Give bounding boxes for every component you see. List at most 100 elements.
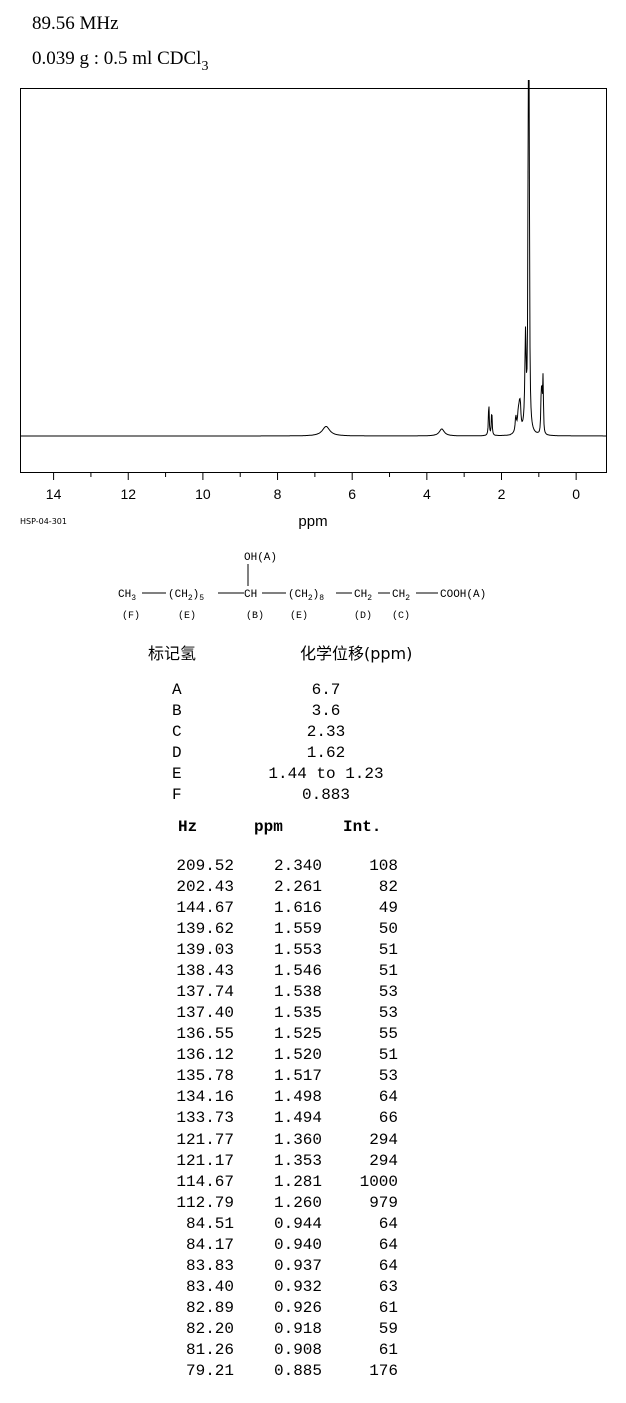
- peak-hz: 135.78: [176, 1067, 234, 1086]
- peak-intensity: 64: [378, 1088, 398, 1107]
- peak-hz: 121.77: [176, 1130, 234, 1149]
- oh-label: OH(A): [244, 552, 277, 564]
- shift-column-header: 化学位移(ppm): [300, 644, 413, 663]
- cooh-group: COOH(A): [440, 589, 486, 601]
- peak-hz: 84.17: [185, 1235, 234, 1254]
- sample-subscript: 3: [201, 59, 209, 74]
- assignment-shift: 2.33: [306, 723, 346, 741]
- peak-ppm: 0.918: [273, 1319, 322, 1338]
- peak-hz: 202.43: [176, 878, 234, 897]
- peak-ppm: 0.926: [273, 1298, 322, 1317]
- peak-hz: 137.74: [176, 983, 234, 1002]
- assignment-shift: 1.44 to 1.23: [268, 765, 384, 783]
- x-tick-label: 8: [274, 486, 282, 502]
- peak-hz: 139.62: [176, 920, 234, 939]
- peak-hz: 138.43: [176, 962, 234, 981]
- peak-ppm: 1.520: [273, 1046, 322, 1065]
- peak-ppm: 1.517: [273, 1067, 322, 1086]
- peak-intensity: 176: [369, 1361, 398, 1380]
- int-header: Int.: [343, 818, 382, 836]
- peak-ppm: 1.494: [273, 1109, 322, 1128]
- peak-hz: 209.52: [176, 857, 234, 875]
- peak-ppm: 1.498: [273, 1088, 322, 1107]
- peak-hz: 112.79: [176, 1193, 234, 1212]
- ch3-group: CH3: [118, 589, 136, 603]
- hz-header: Hz: [178, 818, 198, 836]
- peak-hz: 139.03: [176, 941, 234, 960]
- assignment-label: F: [172, 786, 182, 804]
- peak-hz: 136.55: [176, 1025, 234, 1044]
- group-label: (D): [354, 610, 372, 622]
- peak-intensity: 63: [378, 1277, 398, 1296]
- peak-ppm: 1.616: [273, 899, 322, 918]
- peak-intensity: 53: [378, 983, 398, 1002]
- ppm-header: ppm: [254, 818, 283, 836]
- peak-hz: 121.17: [176, 1151, 234, 1170]
- group-label: (C): [392, 610, 410, 622]
- peak-ppm: 1.525: [273, 1025, 322, 1044]
- peak-intensity: 64: [378, 1214, 398, 1233]
- peak-intensity: 66: [378, 1109, 398, 1128]
- peak-hz: 84.51: [185, 1214, 234, 1233]
- peak-intensity: 979: [369, 1193, 398, 1212]
- peak-intensity: 53: [378, 1067, 398, 1086]
- structure-formula: OH(A) CH3 (CH2)5 CH (CH2)8 CH2 CH2 COOH(…: [118, 552, 486, 622]
- sample-label: 0.039 g : 0.5 ml CDCl3: [32, 48, 208, 75]
- x-tick-label: 6: [348, 486, 356, 502]
- catalog-id: HSP-04-301: [20, 517, 67, 526]
- peak-hz: 134.16: [176, 1088, 234, 1107]
- peak-ppm: 1.546: [273, 962, 322, 981]
- peak-ppm: 2.261: [273, 878, 322, 897]
- peak-ppm: 0.885: [273, 1361, 322, 1380]
- sample-main: 0.039 g : 0.5 ml CDCl: [32, 48, 202, 69]
- x-axis-ticks: 14 12 10 8 6 4 2 0: [46, 472, 580, 502]
- peak-hz: 137.40: [176, 1004, 234, 1023]
- peak-intensity: 49: [378, 899, 398, 918]
- peak-hz: 82.89: [185, 1298, 234, 1317]
- peak-intensity: 294: [369, 1151, 398, 1170]
- x-tick-label: 10: [195, 486, 211, 502]
- peak-intensity: 61: [378, 1340, 398, 1359]
- peak-ppm: 0.937: [273, 1256, 322, 1275]
- peak-ppm: 1.559: [273, 920, 322, 939]
- frequency-label: 89.56 MHz: [32, 13, 119, 34]
- plot-frame: [20, 88, 607, 473]
- peak-intensity: 59: [378, 1319, 398, 1338]
- peak-ppm: 1.553: [273, 941, 322, 960]
- peak-hz: 144.67: [176, 899, 234, 918]
- ch2-c: CH2: [392, 589, 410, 603]
- label-column-header: 标记氢: [148, 644, 197, 663]
- peak-ppm: 1.535: [273, 1004, 322, 1023]
- group-label: (E): [178, 610, 196, 622]
- peak-hz: 133.73: [176, 1109, 234, 1128]
- ch2-chain-8: (CH2)8: [288, 589, 324, 603]
- peak-intensity: 53: [378, 1004, 398, 1023]
- peak-intensity: 61: [378, 1298, 398, 1317]
- peak-intensity: 108: [369, 857, 398, 875]
- assignment-label: B: [172, 702, 182, 720]
- peak-ppm: 1.281: [273, 1172, 322, 1191]
- peak-ppm: 0.908: [273, 1340, 322, 1359]
- peak-intensity: 50: [378, 920, 398, 939]
- peak-intensity: 51: [378, 941, 398, 960]
- x-tick-label: 2: [498, 486, 506, 502]
- x-tick-label: 0: [572, 486, 580, 502]
- x-tick-label: 12: [120, 486, 136, 502]
- assignment-shift: 0.883: [301, 786, 350, 804]
- peak-intensity: 55: [378, 1025, 398, 1044]
- peak-hz: 79.21: [185, 1361, 234, 1380]
- assignment-label: D: [172, 744, 182, 762]
- x-axis-label: ppm: [298, 513, 327, 530]
- peak-intensity: 51: [378, 962, 398, 981]
- peak-ppm: 1.538: [273, 983, 322, 1002]
- assignment-label: A: [172, 681, 182, 699]
- peak-intensity: 82: [378, 878, 398, 897]
- peak-ppm: 0.940: [273, 1235, 322, 1254]
- peak-ppm: 0.944: [273, 1214, 322, 1233]
- assignment-label: E: [172, 765, 182, 783]
- peak-hz: 82.20: [185, 1319, 234, 1338]
- ch2-chain-5: (CH2)5: [168, 589, 204, 603]
- x-tick-label: 14: [46, 486, 62, 502]
- group-label: (F): [122, 610, 140, 622]
- assignment-shift: 1.62: [306, 744, 346, 762]
